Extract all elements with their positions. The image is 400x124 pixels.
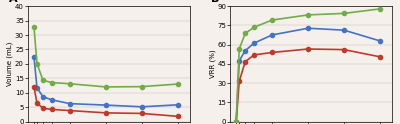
Text: B: B (211, 0, 219, 4)
Y-axis label: Volume (mL): Volume (mL) (7, 42, 14, 86)
Y-axis label: VRR (%): VRR (%) (209, 50, 216, 78)
Text: A: A (8, 0, 17, 4)
